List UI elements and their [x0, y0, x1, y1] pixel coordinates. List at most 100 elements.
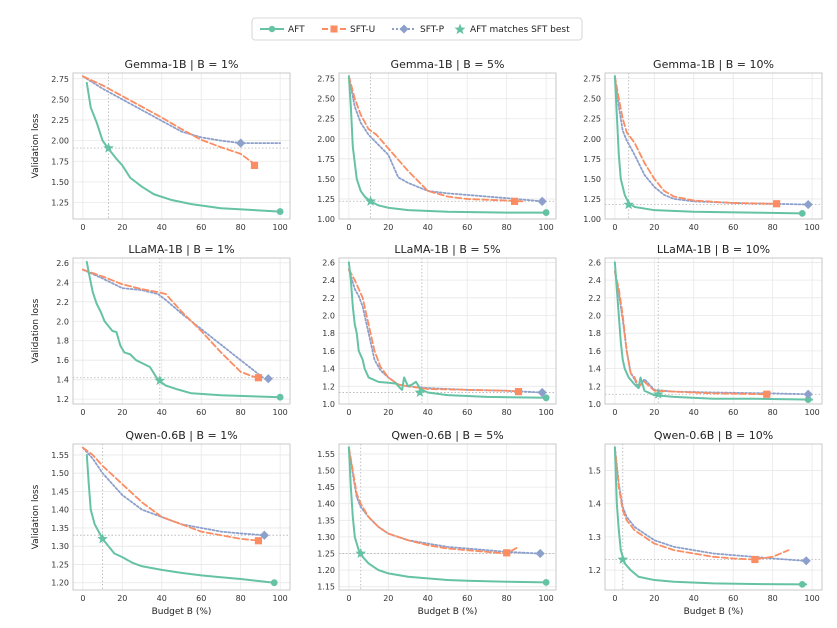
x-tick-label: 80 [768, 594, 778, 603]
y-tick-label: 1.2 [588, 382, 601, 391]
y-tick-label: 1.30 [51, 542, 69, 551]
endpoint-sft-p-marker [803, 199, 813, 210]
y-tick-label: 2.4 [56, 278, 69, 287]
y-tick-label: 1.2 [588, 566, 601, 575]
star-marker [97, 533, 108, 544]
panel-title: LLaMA-1B | B = 1% [128, 243, 234, 256]
panel-title: Gemma-1B | B = 10% [653, 58, 774, 71]
star-marker [623, 198, 634, 210]
plot-frame [72, 257, 291, 405]
endpoint-sft-p-marker [263, 374, 273, 384]
endpoint-aft-marker [270, 579, 278, 587]
panel-2: 0 20 40 60 80 100 1.00 1.25 1.50 1.75 2.00 2.25 2.50… [317, 58, 557, 232]
y-tick-label: 1.75 [317, 155, 335, 164]
legend-star-marker [454, 23, 466, 35]
y-tick-label: 2.6 [588, 258, 601, 267]
y-tick-label: 1.55 [317, 450, 335, 459]
x-tick-label: 60 [462, 408, 472, 417]
y-tick-label: 1.30 [317, 533, 335, 542]
panel-1: 0 20 40 60 80 100 1.25 1.50 1.75 2.00 2.25 2.50 2.75… [31, 58, 291, 232]
y-tick-label: 1.20 [51, 579, 69, 588]
y-tick-label: 1.8 [588, 329, 601, 338]
panel-title: Gemma-1B | B = 1% [125, 58, 239, 71]
plot-frame [604, 257, 823, 405]
y-tick-label: 1.55 [51, 451, 69, 460]
plot-frame [72, 443, 291, 591]
panel-title: LLaMA-1B | B = 10% [657, 243, 770, 256]
series-line-sft-p [81, 75, 282, 145]
series-line-sft-u [81, 75, 258, 167]
x-tick-label: 20 [649, 223, 659, 232]
panel-5: 0 20 40 60 80 100 1.0 1.2 1.4 1.6 1.8 2.0 2.2 2.4 2.6 L… [322, 243, 557, 417]
series-line-sft-u [347, 446, 520, 555]
legend-item-star: AFT matches SFT best [454, 23, 570, 35]
legend-box [251, 17, 583, 41]
endpoint-sft-p-marker [537, 387, 547, 398]
legend-sft-u-label: SFT-U [350, 25, 375, 35]
y-tick-label: 1.50 [317, 467, 335, 476]
y-tick-label: 2.75 [583, 75, 601, 84]
y-tick-label: 2.50 [317, 95, 335, 104]
endpoint-sft-u-marker [503, 549, 511, 557]
y-tick-label: 2.2 [56, 298, 69, 307]
x-tick-label: 20 [383, 223, 393, 232]
x-tick-label: 60 [728, 408, 738, 417]
y-tick-label: 2.00 [317, 135, 335, 144]
y-tick-label: 1.8 [56, 337, 69, 346]
y-tick-label: 1.2 [56, 395, 69, 404]
plot-frame [604, 72, 823, 220]
x-tick-label: 40 [157, 223, 167, 232]
series-line-aft [347, 75, 548, 214]
x-tick-label: 0 [346, 223, 351, 232]
endpoint-sft-u-marker [254, 537, 263, 545]
legend: AFT SFT-U SFT-P AFT matches SFT best [251, 17, 583, 41]
y-axis-label: Validation loss [31, 298, 41, 363]
panel-8: 0 20 40 60 80 100 1.15 1.20 1.25 1.30 1.35 1.40 1.45… [317, 429, 557, 617]
y-tick-label: 1.35 [317, 516, 335, 525]
y-tick-label: 1.8 [322, 329, 335, 338]
x-tick-label: 80 [768, 408, 778, 417]
panels: 0 20 40 60 80 1001.251.501.752.002.252.502.75… [31, 58, 823, 617]
y-tick-label: 2.0 [588, 312, 601, 321]
series-line-aft [613, 261, 814, 401]
series-line-sft-p [347, 75, 544, 203]
x-tick-label: 80 [502, 408, 512, 417]
y-tick-label: 1.0 [322, 400, 335, 409]
x-tick-label: 40 [157, 408, 167, 417]
x-axis-label: Budget B (%) [418, 607, 478, 617]
plot-frame [338, 72, 557, 220]
x-tick-label: 0 [612, 408, 617, 417]
panel-title: Qwen-0.6B | B = 1% [125, 429, 237, 442]
y-tick-label: 1.50 [51, 469, 69, 478]
endpoint-aft-marker [542, 209, 550, 216]
plot-frame [338, 443, 557, 591]
x-tick-label: 20 [117, 594, 127, 603]
x-tick-label: 0 [80, 408, 85, 417]
y-axis-label: Validation loss [31, 113, 41, 178]
panel-6: 0 20 40 60 80 100 1.0 1.2 1.4 1.6 1.8 2.0 2.2 2.4 2.6 L… [588, 243, 823, 417]
x-tick-label: 100 [538, 223, 553, 232]
endpoint-sft-p-marker [803, 389, 813, 399]
endpoint-sft-u-marker [250, 161, 259, 169]
plot-area [605, 73, 822, 219]
y-tick-label: 2.2 [588, 294, 601, 303]
y-tick-label: 1.6 [322, 347, 335, 356]
endpoint-sft-u-marker [763, 390, 771, 398]
x-tick-label: 0 [612, 223, 617, 232]
x-tick-label: 100 [804, 594, 819, 603]
panel-7: 0 20 40 60 80 100 1.20 1.25 1.30 1.35 1.40 1.45 1.50… [31, 429, 291, 617]
plot-frame [72, 72, 291, 220]
y-tick-label: 1.40 [317, 500, 335, 509]
x-tick-label: 40 [689, 223, 699, 232]
legend-sft-p-marker [399, 24, 409, 34]
endpoint-aft-marker [804, 396, 812, 403]
y-tick-label: 1.20 [317, 566, 335, 575]
star-marker [617, 553, 629, 564]
x-tick-label: 60 [462, 223, 472, 232]
x-tick-label: 20 [383, 408, 393, 417]
endpoint-sft-u-marker [514, 388, 523, 396]
y-tick-label: 1.4 [322, 365, 335, 374]
x-tick-label: 100 [272, 594, 287, 603]
x-tick-label: 80 [502, 594, 512, 603]
y-tick-label: 1.40 [51, 506, 69, 515]
